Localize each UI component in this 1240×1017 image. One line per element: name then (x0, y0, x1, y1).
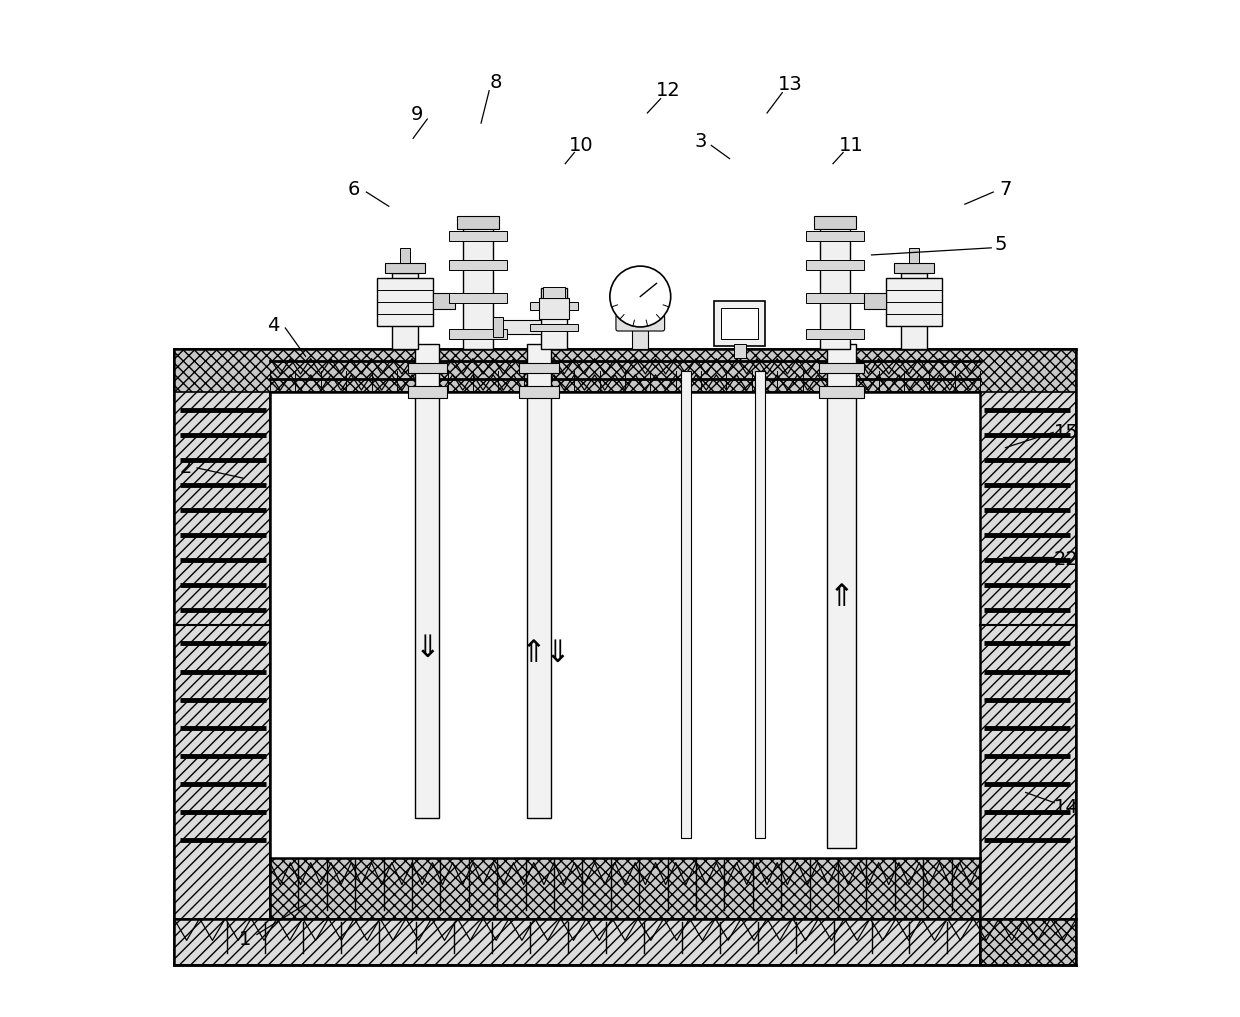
Bar (174, 349, 1076, 392)
Text: 9: 9 (410, 106, 423, 124)
Text: 7: 7 (999, 180, 1012, 198)
Bar (539, 298, 569, 319)
Bar (714, 301, 765, 346)
Bar (864, 293, 887, 309)
Bar (270, 858, 980, 919)
Text: 1: 1 (238, 930, 250, 949)
Text: 15: 15 (1054, 423, 1079, 442)
Text: 2: 2 (180, 459, 192, 477)
Bar (827, 344, 856, 848)
Circle shape (610, 266, 671, 326)
Bar (449, 231, 507, 241)
Bar (270, 392, 980, 858)
Bar (527, 344, 551, 818)
Bar (494, 317, 503, 337)
Bar (887, 278, 942, 326)
Bar (408, 362, 448, 372)
Text: 13: 13 (777, 75, 802, 94)
Bar (734, 344, 745, 358)
Bar (463, 218, 494, 349)
Text: 6: 6 (348, 180, 361, 198)
Bar (531, 302, 578, 310)
Text: ⇓: ⇓ (414, 634, 440, 663)
Bar (456, 216, 500, 229)
Bar (520, 385, 559, 398)
Bar (408, 385, 448, 398)
Text: 3: 3 (694, 132, 707, 151)
Bar (632, 323, 649, 349)
Bar (909, 248, 919, 263)
Text: 14: 14 (1054, 798, 1079, 818)
Bar (681, 370, 691, 838)
Text: 10: 10 (569, 136, 594, 155)
Bar (433, 293, 455, 309)
Text: ⇑: ⇑ (828, 583, 854, 611)
FancyBboxPatch shape (616, 315, 665, 331)
Bar (415, 344, 439, 818)
Bar (806, 260, 864, 271)
Bar (541, 289, 567, 349)
Bar (449, 260, 507, 271)
Bar (543, 287, 564, 298)
Bar (401, 248, 410, 263)
Bar (531, 323, 578, 331)
Bar (820, 218, 851, 349)
Bar (894, 263, 934, 274)
Bar (722, 308, 758, 339)
Bar (806, 231, 864, 241)
Bar (901, 274, 928, 349)
Bar (813, 216, 857, 229)
Text: 8: 8 (490, 73, 502, 92)
Bar (520, 362, 559, 372)
Text: 12: 12 (656, 81, 681, 100)
Bar (806, 328, 864, 339)
Text: 4: 4 (267, 316, 279, 336)
Bar (755, 370, 765, 838)
Bar (449, 328, 507, 339)
Bar (449, 293, 507, 303)
Bar (174, 919, 1076, 965)
Bar (980, 919, 1076, 965)
Text: ⇓: ⇓ (544, 639, 570, 667)
Bar (174, 349, 270, 919)
Text: ⇑: ⇑ (521, 639, 547, 667)
Bar (980, 919, 1076, 965)
Text: 5: 5 (994, 235, 1007, 254)
Bar (818, 362, 863, 372)
Bar (980, 349, 1076, 919)
Bar (818, 385, 863, 398)
Bar (392, 274, 418, 349)
Bar (498, 320, 541, 334)
Bar (377, 278, 433, 326)
Text: 11: 11 (839, 136, 863, 155)
Bar (806, 293, 864, 303)
Bar (386, 263, 425, 274)
Text: 22: 22 (1054, 550, 1079, 569)
